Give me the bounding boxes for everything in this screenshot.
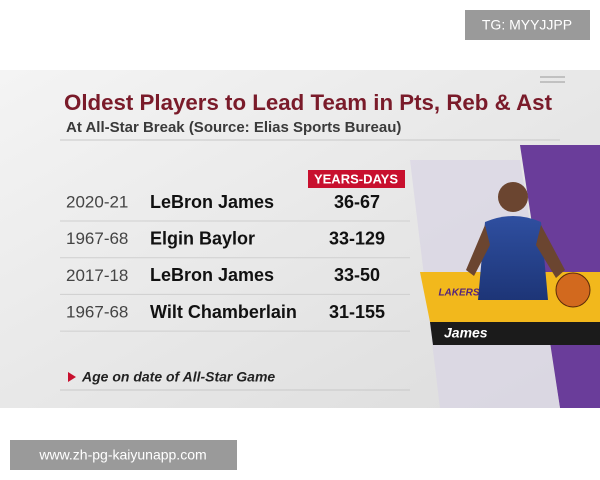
subtitle: At All-Star Break (Source: Elias Sports …: [66, 119, 401, 136]
basketball: [555, 272, 591, 308]
team-logo: LAKERS: [438, 288, 479, 299]
footer: www.zh-pg-kaiyunapp.com: [38, 447, 206, 463]
watermark-box: [465, 10, 590, 40]
footer-box: [10, 440, 237, 470]
player-name: LeBron James: [150, 192, 274, 212]
footnote: Age on date of All-Star Game: [81, 369, 275, 385]
season: 1967-68: [66, 229, 128, 248]
player-name: LeBron James: [150, 265, 274, 285]
player-head: [498, 182, 528, 212]
age: 31-155: [329, 302, 385, 322]
season: 1967-68: [66, 303, 128, 322]
player-caption: James: [444, 325, 488, 341]
rows: 2020-21 LeBron James 36-67 1967-68 Elgin Bay…: [60, 192, 410, 332]
title: Oldest Players to Lead Team in Pts, Reb …: [64, 90, 553, 115]
footnote-marker: [68, 372, 76, 382]
season: 2020-21: [66, 192, 128, 211]
player-jersey: [478, 216, 548, 300]
column-header: YEARS-DAYS: [314, 171, 398, 186]
player-name: Elgin Baylor: [150, 228, 255, 248]
caption-box: [430, 322, 600, 345]
age: 36-67: [334, 192, 380, 212]
watermark: TG: MYYJJPP: [482, 17, 572, 33]
age: 33-50: [334, 265, 380, 285]
column-header-box: [308, 170, 405, 188]
age: 33-129: [329, 228, 385, 248]
player-arm: [536, 225, 565, 278]
player-name: Wilt Chamberlain: [150, 302, 297, 322]
season: 2017-18: [66, 266, 128, 285]
player-arm: [466, 225, 490, 276]
